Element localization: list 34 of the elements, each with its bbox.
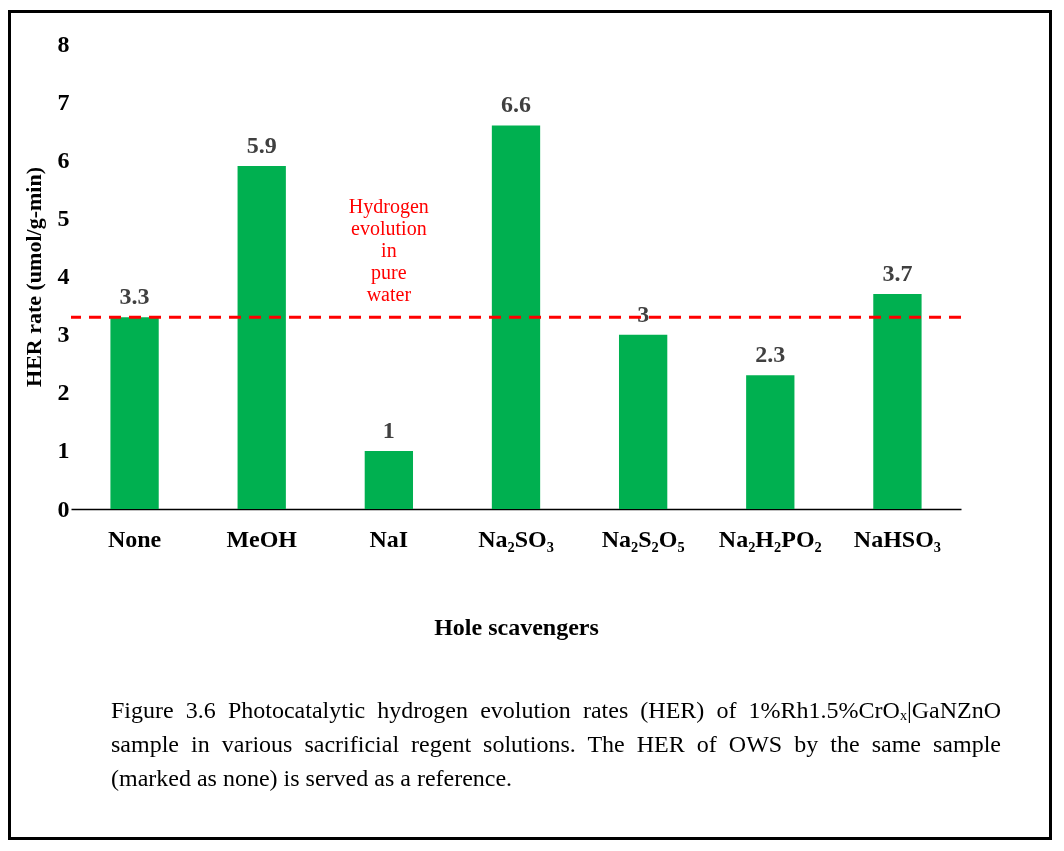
- y-tick-label: 0: [57, 495, 70, 522]
- data-label: 2.3: [755, 341, 786, 368]
- data-label: 6.6: [501, 91, 531, 118]
- data-label: 3.3: [119, 283, 150, 310]
- y-tick-label: 7: [57, 88, 70, 115]
- bar: [618, 334, 668, 509]
- x-tick-label: NaI: [369, 525, 409, 552]
- y-tick-label: 1: [57, 437, 70, 464]
- bar: [110, 317, 159, 509]
- y-tick-label: 6: [57, 146, 70, 173]
- ref-line-label: Hydrogen evolution in pure water: [348, 195, 429, 306]
- y-tick-label: 3: [57, 321, 70, 348]
- y-axis-title: HER rate (umol/g-min): [20, 167, 46, 387]
- bar: [746, 375, 795, 509]
- bar: [873, 293, 922, 509]
- caption: Figure 3.6 Photocatalytic hydrogen evolution rates (HER) of 1%Rh1.5%CrOₓ|GaNZnO sample in various sacrificial regent solutions. The HER of OWS by the same sample (marked as none) is served as a reference.: [111, 696, 1001, 793]
- data-label: 5.9: [246, 132, 277, 159]
- bar: [364, 450, 414, 509]
- data-label: 3: [637, 300, 650, 327]
- x-tick-label: NaHSO₃: [853, 525, 942, 552]
- x-tick-label: None: [107, 525, 162, 552]
- x-tick-label: MeOH: [226, 525, 298, 552]
- y-tick-label: 5: [57, 204, 70, 231]
- bar: [491, 125, 541, 509]
- x-tick-label: Na₂H₂PO₂: [718, 525, 822, 552]
- x-tick-label: Na₂S₂O₅: [601, 525, 685, 552]
- data-label: 1: [382, 416, 395, 443]
- x-tick-label: Na₂SO₃: [478, 525, 554, 552]
- data-label: 3.7: [882, 259, 913, 286]
- x-axis-title: Hole scavengers: [434, 613, 599, 640]
- y-tick-label: 4: [57, 263, 70, 289]
- y-tick-label: 8: [57, 30, 70, 57]
- y-tick-label: 2: [57, 379, 70, 406]
- bar: [237, 166, 286, 509]
